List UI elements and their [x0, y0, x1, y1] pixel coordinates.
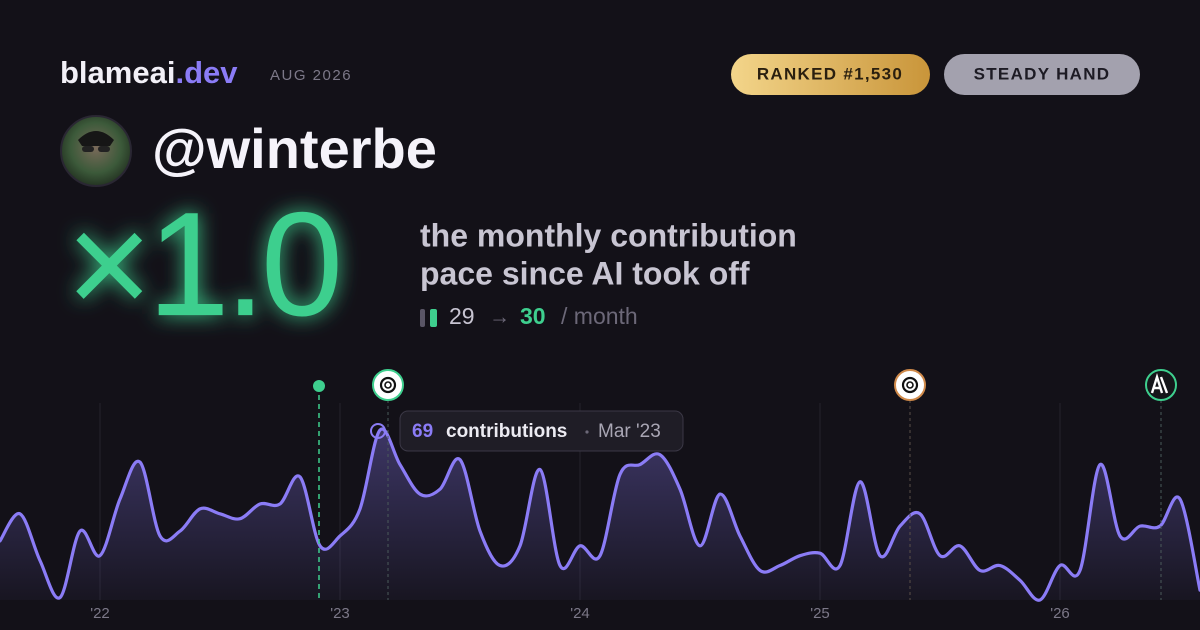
- tooltip-label: contributions: [446, 421, 567, 442]
- pace-icon-after: [430, 309, 437, 327]
- multiplier: ×1.0: [66, 182, 338, 347]
- pace-before: 29: [449, 303, 475, 329]
- pace-after: 30: [520, 303, 546, 329]
- x-tick-label: '23: [330, 605, 350, 622]
- event-icon: [894, 369, 926, 401]
- area: [0, 428, 1200, 601]
- event-icon: [372, 369, 404, 401]
- event-icon: [1145, 369, 1177, 401]
- avatar-glasses: [82, 146, 94, 152]
- x-tick-label: '22: [90, 605, 110, 622]
- brand-suffix: .dev: [175, 55, 238, 90]
- rank-badge: [731, 54, 930, 95]
- style-badge-text: STEADY HAND: [974, 64, 1111, 83]
- date: AUG 2026: [270, 67, 352, 84]
- avatar: [60, 115, 132, 187]
- avatar-hair: [78, 131, 114, 146]
- brand: blameai.dev: [60, 55, 238, 90]
- tooltip-separator: [585, 430, 589, 434]
- pace-icon-before: [420, 309, 425, 327]
- pace-arrow: →: [489, 306, 510, 329]
- brand-name: blameai: [60, 55, 175, 90]
- style-badge: [944, 54, 1140, 95]
- rank-badge-text: RANKED #1,530: [757, 64, 903, 83]
- tooltip-value: 69: [412, 421, 433, 442]
- event-dot: [313, 380, 325, 392]
- description-line: pace since AI took off: [420, 255, 750, 291]
- tooltip: [399, 410, 684, 452]
- tooltip-date: Mar '23: [598, 421, 661, 442]
- description-line: the monthly contribution: [420, 217, 797, 253]
- avatar-glasses: [98, 146, 110, 152]
- line: [0, 427, 1200, 602]
- x-tick-label: '25: [810, 605, 830, 622]
- pace-unit: / month: [561, 303, 638, 329]
- x-tick-label: '24: [570, 605, 590, 622]
- x-tick-label: '26: [1050, 605, 1070, 622]
- username: @winterbe: [152, 117, 437, 180]
- hover-point: [370, 423, 386, 439]
